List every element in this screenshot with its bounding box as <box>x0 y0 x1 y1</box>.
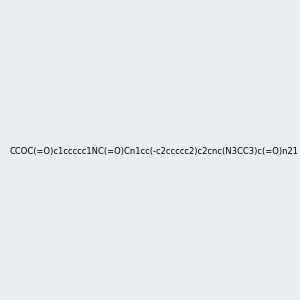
Text: CCOC(=O)c1ccccc1NC(=O)Cn1cc(-c2ccccc2)c2cnc(N3CC3)c(=O)n21: CCOC(=O)c1ccccc1NC(=O)Cn1cc(-c2ccccc2)c2… <box>9 147 298 156</box>
